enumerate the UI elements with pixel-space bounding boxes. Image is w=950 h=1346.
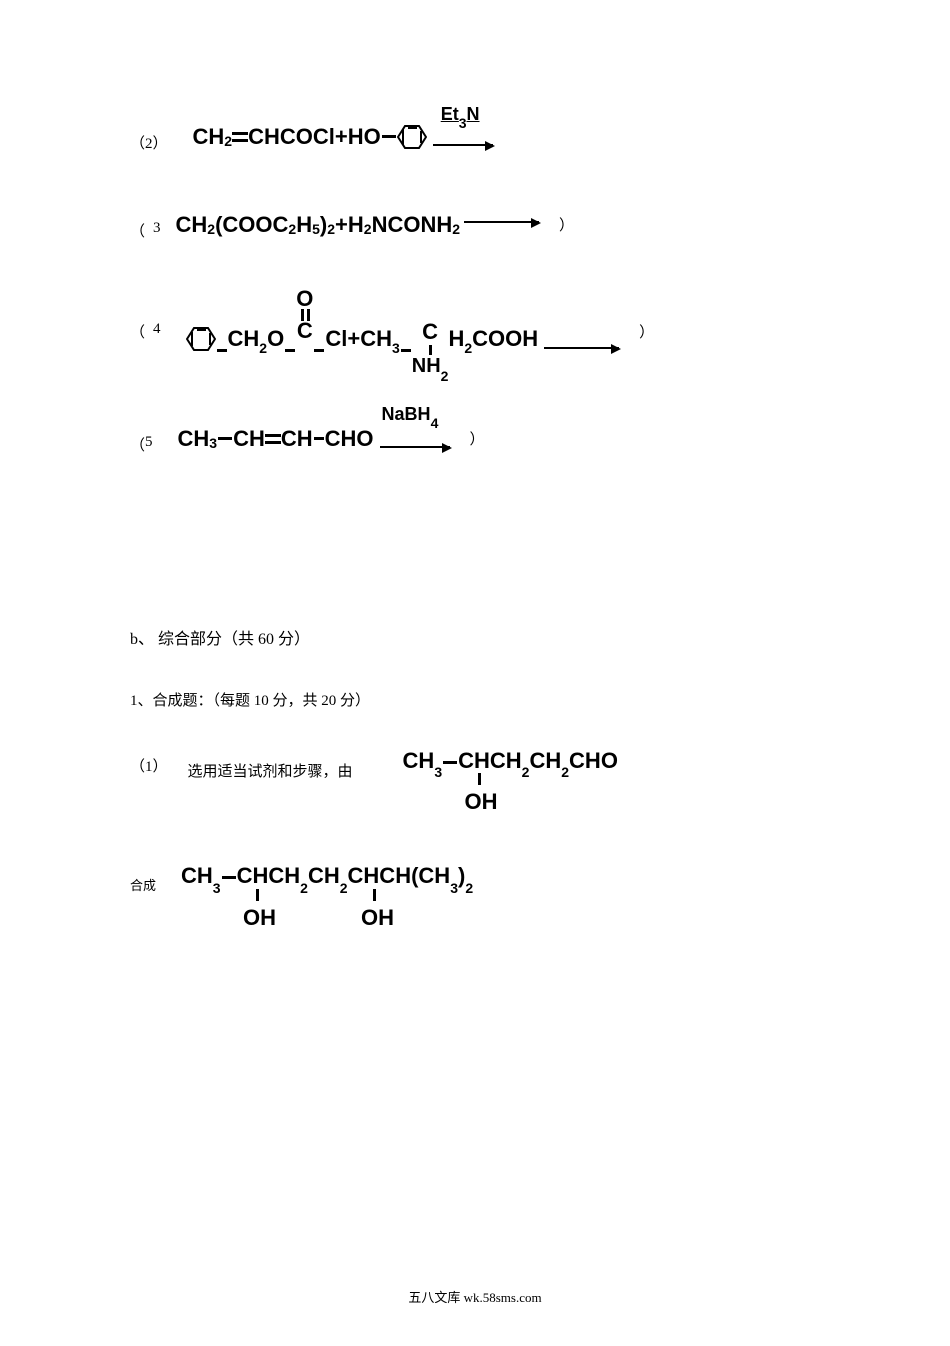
q2-reagent: Et3N [441,104,480,128]
q2-number: （2） [130,120,168,153]
synth-label: 合成 [130,865,156,894]
q3-formula: CH2(COOC2H5)2+H2NCONH2 [176,212,540,238]
synth-1-number: （1） [130,750,168,776]
q5-reagent: NaBH4 [382,404,439,428]
question-2: （2） CH2CHCOCl+HO Et3N [130,120,820,153]
section-b-title: b、 综合部分（共 60 分） [130,625,820,649]
q3-number: 3 [153,208,161,237]
q4-number: 4 [153,291,161,338]
q4-open: （ [130,291,145,342]
q3-open: （ [130,208,145,241]
synth-item-1-target: 合成 CH3CHCH2CH2CHCH(CH3)2 OH OH [130,865,820,930]
q3-close: ） [559,214,574,235]
question-5: （ 5 CH3CHCHCHO NaBH4 ） [130,422,820,455]
q4-formula: CH2OOCCl+CH3CNH2H2COOH [186,291,620,352]
synth-1-target-formula: CH3CHCH2CH2CHCH(CH3)2 OH OH [181,865,473,930]
q4-close: ） [639,291,654,342]
footer-text: 五八文库 wk.58sms.com [0,1287,950,1306]
question-4: （ 4 CH2OOCCl+CH3CNH2H2COOH ） [130,291,820,352]
section-b-subsection: 1、合成题：（每题 10 分，共 20 分） [130,689,820,710]
synth-1-start-formula: CH3CHCH2CH2CHO OH [403,750,618,815]
q2-formula: CH2CHCOCl+HO Et3N [193,124,493,150]
question-3: （ 3 CH2(COOC2H5)2+H2NCONH2 ） [130,208,820,241]
synth-1-text: 选用适当试剂和步骤，由 [188,750,353,781]
q5-formula: CH3CHCHCHO NaBH4 [178,426,450,452]
synth-item-1: （1） 选用适当试剂和步骤，由 CH3CHCH2CH2CHO OH [130,750,820,815]
q5-number: 5 [145,422,153,451]
q5-close: ） [470,428,485,449]
q5-open: （ [130,422,145,455]
